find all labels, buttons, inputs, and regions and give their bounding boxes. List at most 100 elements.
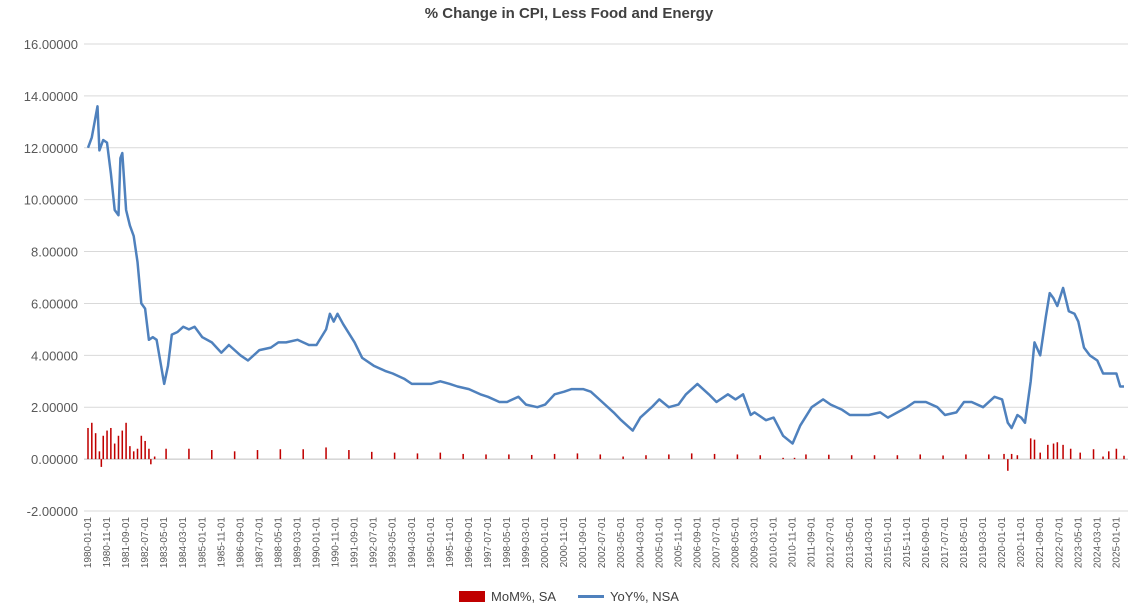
y-axis-tick-labels: -2.00000 0.00000 2.00000 4.00000 6.00000 8.00…	[24, 37, 78, 519]
mom-bar	[102, 435, 105, 460]
x-tick-label: 2015-01-01	[883, 517, 894, 569]
mom-bar	[117, 435, 120, 460]
mom-bar	[599, 454, 602, 460]
mom-bar	[782, 457, 784, 460]
y-tick-label: 0.00000	[31, 452, 78, 467]
mom-bar	[188, 448, 190, 460]
mom-bar	[1007, 459, 1009, 471]
mom-bar	[576, 453, 579, 460]
mom-bar	[233, 451, 236, 460]
mom-bar	[110, 427, 112, 460]
x-axis-tick-labels: 1980-01-01 1980-11-01 1981-09-01 1982-07-01…	[83, 517, 1122, 569]
x-tick-label: 2009-03-01	[750, 517, 761, 569]
mom-bar	[1003, 453, 1005, 460]
x-tick-label: 1998-05-01	[502, 517, 513, 569]
x-tick-label: 1985-01-01	[197, 517, 208, 569]
mom-bar	[121, 430, 124, 460]
x-tick-label: 1990-01-01	[312, 517, 323, 569]
mom-bar	[668, 454, 670, 460]
yoy-line-series	[86, 105, 1124, 445]
x-tick-label: 2005-11-01	[673, 517, 684, 568]
mom-bar	[850, 455, 853, 460]
mom-bar	[1092, 449, 1095, 460]
mom-bar	[113, 443, 116, 460]
mom-bar	[530, 454, 533, 460]
x-tick-label: 2011-09-01	[807, 517, 818, 568]
legend-item-yoy: YoY%, NSA	[578, 589, 679, 604]
x-tick-label: 2006-09-01	[692, 517, 703, 569]
x-tick-label: 1996-09-01	[464, 517, 475, 569]
x-tick-label: 1990-11-01	[331, 517, 342, 568]
mom-bar	[100, 459, 103, 467]
x-tick-label: 1995-01-01	[426, 517, 437, 569]
legend-swatch-bar	[459, 591, 486, 602]
mom-bar	[1052, 443, 1055, 460]
mom-bar	[98, 451, 101, 460]
x-tick-label: 1988-05-01	[273, 517, 284, 569]
mom-bar	[462, 453, 464, 460]
x-tick-label: 1999-03-01	[521, 517, 532, 569]
mom-bar	[1047, 444, 1049, 460]
x-tick-label: 2018-05-01	[959, 517, 970, 569]
mom-bar	[896, 455, 899, 460]
mom-bar	[129, 446, 131, 460]
x-tick-label: 2003-05-01	[616, 517, 627, 569]
x-tick-label: 1987-07-01	[254, 517, 265, 569]
x-tick-label: 2013-05-01	[845, 517, 856, 569]
y-tick-label: -2.00000	[27, 504, 78, 519]
x-tick-label: 2001-09-01	[578, 517, 589, 569]
x-tick-label: 1994-03-01	[407, 517, 418, 569]
x-tick-label: 2023-05-01	[1073, 517, 1084, 569]
mom-bar	[279, 449, 282, 460]
x-tick-label: 2010-11-01	[788, 517, 799, 568]
mom-bar	[125, 422, 127, 460]
mom-bar	[1029, 438, 1032, 460]
mom-bar	[1123, 455, 1125, 460]
x-tick-label: 1985-11-01	[216, 517, 227, 568]
mom-bar	[805, 454, 807, 460]
x-tick-label: 1997-07-01	[483, 517, 494, 569]
mom-bar	[1016, 455, 1019, 460]
y-tick-label: 4.00000	[31, 348, 78, 363]
x-tick-label: 2021-09-01	[1035, 517, 1046, 569]
x-tick-label: 2020-11-01	[1016, 517, 1027, 568]
mom-bar	[325, 447, 327, 460]
mom-bar	[416, 453, 419, 460]
x-tick-label: 2019-03-01	[978, 517, 989, 569]
mom-bar	[1062, 444, 1064, 460]
mom-bar	[1056, 442, 1059, 460]
x-tick-label: 1980-11-01	[102, 517, 113, 568]
x-tick-label: 1991-09-01	[350, 517, 361, 569]
mom-bar	[165, 448, 167, 460]
yoy-line	[86, 105, 1124, 445]
y-tick-label: 10.00000	[24, 193, 78, 208]
mom-bar	[759, 455, 762, 460]
mom-bar	[153, 456, 156, 460]
mom-bar	[132, 451, 135, 460]
y-tick-label: 8.00000	[31, 245, 78, 260]
x-tick-label: 1992-07-01	[369, 517, 380, 569]
mom-bar	[553, 453, 556, 460]
x-tick-label: 1986-09-01	[235, 517, 246, 569]
mom-bar	[508, 454, 510, 460]
mom-bar	[736, 454, 739, 460]
mom-bar	[1039, 452, 1041, 460]
legend-label-yoy: YoY%, NSA	[610, 589, 679, 604]
mom-bar-series	[87, 422, 1125, 471]
x-tick-label: 2024-03-01	[1092, 517, 1103, 569]
x-tick-label: 2015-11-01	[902, 517, 913, 568]
y-tick-label: 16.00000	[24, 37, 78, 52]
legend-item-mom: MoM%, SA	[459, 589, 556, 604]
x-tick-label: 1982-07-01	[140, 517, 151, 569]
x-tick-label: 1983-05-01	[159, 517, 170, 569]
mom-bar	[919, 454, 921, 460]
x-tick-label: 1995-11-01	[445, 517, 456, 568]
mom-bar	[622, 456, 624, 460]
y-tick-label: 2.00000	[31, 400, 78, 415]
chart-title: % Change in CPI, Less Food and Energy	[424, 5, 714, 22]
x-tick-label: 2012-07-01	[826, 517, 837, 569]
x-tick-label: 1981-09-01	[121, 517, 132, 569]
mom-bar	[713, 453, 716, 460]
mom-bar	[256, 450, 259, 460]
